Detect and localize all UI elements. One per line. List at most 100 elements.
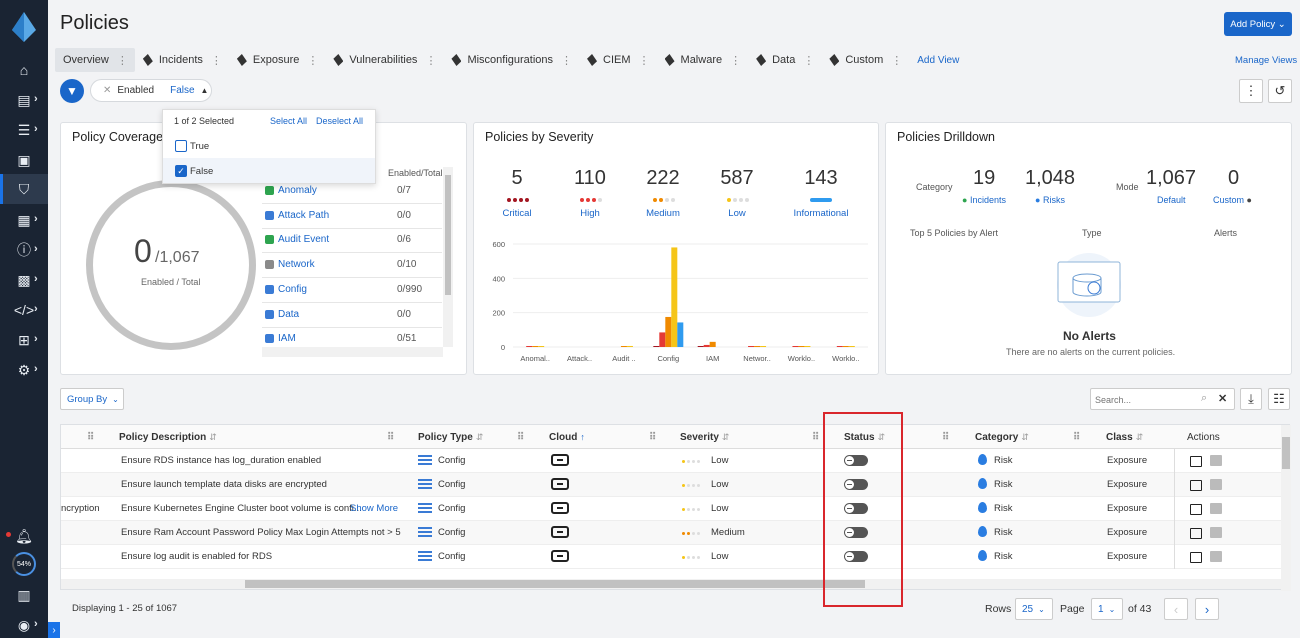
bar-critical[interactable] xyxy=(653,346,660,347)
download-icon[interactable]: ⤓ xyxy=(1240,388,1262,410)
app-logo-icon[interactable] xyxy=(12,12,36,42)
default-link[interactable]: Default xyxy=(1157,195,1186,205)
policy-description[interactable]: Ensure log audit is enabled for RDS xyxy=(121,551,273,562)
drag-grip-icon[interactable]: ⠿ xyxy=(517,431,525,443)
option-false-row[interactable] xyxy=(163,158,375,183)
manage-views-link[interactable]: Manage Views xyxy=(1235,55,1298,66)
rows-per-page-select[interactable]: 25 ⌄ xyxy=(1015,598,1053,620)
bar-high[interactable] xyxy=(836,346,843,347)
page-select[interactable]: 1 ⌄ xyxy=(1091,598,1123,620)
book-icon[interactable]: ▥ xyxy=(17,586,31,603)
drag-grip-icon[interactable]: ⠿ xyxy=(387,431,395,443)
status-toggle[interactable] xyxy=(844,551,868,562)
col-cloud[interactable]: Cloud ↑ xyxy=(549,425,585,449)
coverage-row[interactable]: Config 0/990 xyxy=(262,278,442,303)
bar-medium[interactable] xyxy=(665,316,672,347)
show-more-link[interactable]: Show More xyxy=(350,503,399,514)
coverage-row[interactable]: Attack Path 0/0 xyxy=(262,204,442,229)
tab-incidents[interactable]: Incidents ⋮ xyxy=(135,48,229,72)
more-options-button[interactable]: ⋮ xyxy=(1239,79,1263,103)
bar-low[interactable] xyxy=(760,346,767,347)
col-severity[interactable]: Severity ⇵ xyxy=(680,425,729,449)
edit-icon[interactable] xyxy=(1190,552,1202,563)
false-checkbox[interactable]: ✓ xyxy=(175,165,187,177)
progress-ring[interactable]: 54% xyxy=(12,552,36,576)
severity-label[interactable]: Low xyxy=(728,208,746,219)
policy-description[interactable]: Ensure RDS instance has log_duration ena… xyxy=(121,455,322,466)
bar-informational[interactable] xyxy=(677,322,684,347)
policy-description[interactable]: Ensure Ram Account Password Policy Max L… xyxy=(121,527,401,538)
col-category[interactable]: Category ⇵ xyxy=(975,425,1029,449)
status-toggle[interactable] xyxy=(844,455,868,466)
clear-search-icon[interactable]: ✕ xyxy=(1218,393,1228,405)
table-v-scrollbar[interactable] xyxy=(1281,425,1291,591)
tab-overview[interactable]: Overview ⋮ xyxy=(55,48,135,72)
coverage-row[interactable]: Audit Event 0/6 xyxy=(262,228,442,254)
bar-high[interactable] xyxy=(792,346,799,347)
deselect-all-link[interactable]: Deselect All xyxy=(316,116,364,126)
bar-medium[interactable] xyxy=(620,346,627,347)
bar-low[interactable] xyxy=(804,346,811,347)
status-toggle[interactable] xyxy=(844,479,868,490)
copy-icon[interactable] xyxy=(1210,527,1222,538)
coverage-h-scrollbar[interactable] xyxy=(262,347,443,357)
coverage-row[interactable]: Network 0/10 xyxy=(262,253,442,279)
coverage-row[interactable]: Data 0/0 xyxy=(262,303,442,328)
true-checkbox[interactable] xyxy=(175,140,187,152)
severity-label[interactable]: High xyxy=(580,208,600,219)
group-by-button[interactable]: Group By ⌄ xyxy=(60,388,124,410)
risks-link[interactable]: ● Risks xyxy=(1035,195,1065,205)
select-all-link[interactable]: Select All xyxy=(270,116,308,126)
copy-icon[interactable] xyxy=(1210,503,1222,514)
report-icon[interactable]: ▣ xyxy=(17,151,31,168)
incidents-link[interactable]: ● Incidents xyxy=(962,195,1006,205)
alert-icon[interactable]: ⓘ xyxy=(17,242,31,258)
policy-description[interactable]: Ensure Kubernetes Engine Cluster boot vo… xyxy=(121,503,362,514)
drag-grip-icon[interactable]: ⠿ xyxy=(942,431,950,443)
search-input[interactable] xyxy=(1095,392,1195,407)
home-icon[interactable]: ⌂ xyxy=(19,62,29,78)
bar-critical[interactable] xyxy=(697,346,704,347)
dashboard-icon[interactable]: ▤ xyxy=(17,91,31,108)
bar-medium[interactable] xyxy=(798,346,805,347)
filter-chip[interactable]: ✕ Enabled False ▲ xyxy=(90,79,212,102)
severity-label[interactable]: Medium xyxy=(646,208,680,219)
add-policy-button[interactable]: Add Policy ⌄ xyxy=(1224,12,1292,36)
edit-icon[interactable] xyxy=(1190,504,1202,515)
severity-label[interactable]: Critical xyxy=(502,208,532,219)
tab-misconfigurations[interactable]: Misconfigurations ⋮ xyxy=(443,48,579,72)
expand-sidebar-button[interactable]: › xyxy=(48,622,60,638)
network-icon[interactable]: ⊞ xyxy=(18,331,30,348)
col-status[interactable]: Status ⇵ xyxy=(844,425,885,449)
tab-vulnerabilities[interactable]: Vulnerabilities ⋮ xyxy=(325,48,443,72)
shield-policy-icon[interactable]: ⛉ xyxy=(18,180,30,197)
bar-medium[interactable] xyxy=(709,341,716,347)
bar-low[interactable] xyxy=(626,345,633,347)
copy-icon[interactable] xyxy=(1210,479,1222,490)
tab-ciem[interactable]: CIEM ⋮ xyxy=(579,48,657,72)
table-row[interactable]: Ensure RDS instance has log_duration ena… xyxy=(61,449,1281,473)
add-view-link[interactable]: Add View xyxy=(917,54,960,66)
bar-low[interactable] xyxy=(671,247,678,347)
drag-grip-icon[interactable]: ⠿ xyxy=(812,431,820,443)
filter-icon[interactable]: ▼ xyxy=(60,79,84,103)
col-class[interactable]: Class ⇵ xyxy=(1106,425,1143,449)
settings-icon[interactable]: ⚙ xyxy=(17,361,31,378)
bar-low[interactable] xyxy=(538,346,545,347)
table-h-scrollbar[interactable] xyxy=(61,579,1281,589)
coverage-row[interactable]: Anomaly 0/7 xyxy=(262,179,442,204)
bar-high[interactable] xyxy=(659,332,666,347)
status-toggle[interactable] xyxy=(844,527,868,538)
table-row[interactable]: Ensure launch template data disks are en… xyxy=(61,473,1281,497)
drag-grip-icon[interactable]: ⠿ xyxy=(649,431,657,443)
tab-data[interactable]: Data ⋮ xyxy=(748,48,821,72)
bar-medium[interactable] xyxy=(754,346,761,347)
copy-icon[interactable] xyxy=(1210,551,1222,562)
severity-label[interactable]: Informational xyxy=(793,208,849,219)
next-page-button[interactable]: › xyxy=(1195,598,1219,620)
col-policy-description[interactable]: Policy Description ⇵ xyxy=(119,425,217,449)
edit-icon[interactable] xyxy=(1190,456,1202,467)
bar-medium[interactable] xyxy=(842,346,849,347)
bar-high[interactable] xyxy=(748,346,755,347)
coverage-scrollbar[interactable] xyxy=(443,167,453,347)
